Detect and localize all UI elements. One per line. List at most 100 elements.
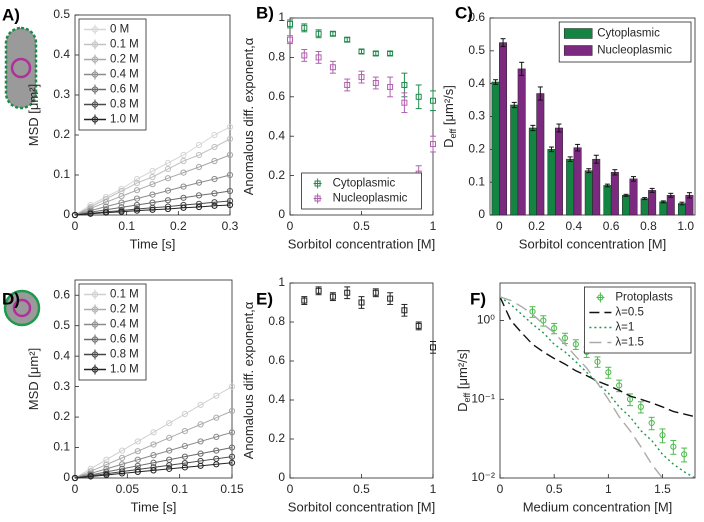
legend-label: 0.8 M bbox=[110, 349, 139, 361]
marker bbox=[415, 322, 422, 329]
marker bbox=[119, 454, 126, 461]
marker bbox=[228, 429, 236, 436]
error-bar bbox=[604, 183, 610, 188]
marker bbox=[195, 163, 203, 171]
marker bbox=[133, 179, 141, 187]
bar bbox=[517, 68, 526, 216]
error-bar bbox=[529, 306, 536, 318]
marker bbox=[150, 459, 157, 466]
panel-label: F) bbox=[470, 289, 486, 308]
chart-panel: F) 10⁻² 10⁻¹ 10⁰ 0 0.5 1 1.5 Medium concentratio… bbox=[455, 282, 696, 514]
marker bbox=[195, 179, 203, 186]
marker bbox=[91, 366, 99, 373]
marker bbox=[134, 462, 141, 469]
y-tick-label: 10⁻² bbox=[471, 470, 495, 484]
bar bbox=[528, 127, 537, 216]
marker bbox=[387, 295, 394, 302]
marker bbox=[180, 157, 187, 165]
marker bbox=[315, 54, 322, 61]
x-tick-label: 0.5 bbox=[353, 219, 370, 233]
legend-label: Nucleoplasmic bbox=[597, 45, 672, 57]
marker bbox=[181, 459, 188, 467]
marker bbox=[102, 199, 110, 206]
marker bbox=[164, 165, 172, 173]
marker bbox=[91, 101, 99, 108]
error-bar bbox=[549, 146, 554, 153]
y-axis-label: Anomalous diff. exponent,α bbox=[241, 37, 256, 195]
marker bbox=[211, 199, 218, 206]
marker bbox=[149, 173, 156, 181]
legend-label: λ=1 bbox=[615, 322, 634, 334]
marker bbox=[315, 287, 322, 294]
marker bbox=[226, 151, 234, 159]
nucleus bbox=[12, 298, 32, 318]
marker bbox=[681, 451, 688, 458]
legend-label: 0.6 M bbox=[110, 84, 139, 96]
y-tick-label: 0 bbox=[278, 470, 285, 484]
marker bbox=[387, 50, 394, 57]
marker bbox=[164, 175, 172, 182]
marker bbox=[228, 444, 236, 451]
legend-label: Cytoplasmic bbox=[333, 178, 396, 190]
legend-swatch bbox=[563, 45, 593, 56]
marker bbox=[226, 135, 234, 143]
marker bbox=[415, 93, 422, 100]
error-bar bbox=[329, 60, 336, 74]
marker bbox=[102, 209, 110, 216]
error-bar bbox=[344, 286, 351, 300]
y-axis-label-main: MSD [μm²] bbox=[26, 348, 41, 410]
series-line bbox=[74, 447, 233, 479]
marker bbox=[149, 204, 156, 211]
x-tick-label: 1 bbox=[430, 219, 437, 233]
legend-label: 0.1 M bbox=[110, 289, 139, 301]
y-tick-label: 0.5 bbox=[53, 7, 70, 21]
marker bbox=[149, 181, 156, 188]
marker bbox=[211, 143, 218, 151]
x-tick-label: 0 bbox=[496, 219, 503, 233]
y-tick-label: 10⁻¹ bbox=[471, 391, 495, 405]
marker bbox=[301, 52, 308, 59]
marker bbox=[180, 194, 187, 201]
y-axis-label: Anomalous diff. exponent,α bbox=[241, 301, 256, 459]
marker bbox=[401, 81, 408, 88]
marker bbox=[344, 289, 351, 296]
x-tick-label: 0 bbox=[72, 219, 79, 233]
nucleus bbox=[10, 57, 32, 79]
marker bbox=[211, 175, 218, 183]
y-tick-label: 0.2 bbox=[468, 142, 485, 156]
marker bbox=[213, 414, 220, 421]
marker bbox=[103, 461, 110, 468]
y-tick-label: 0.6 bbox=[468, 10, 485, 24]
error-bar bbox=[511, 101, 517, 109]
cell-icon-protoplast bbox=[3, 289, 41, 327]
series-line bbox=[74, 138, 231, 216]
y-axis-label-main: Anomalous diff. exponent,α bbox=[241, 301, 256, 459]
marker bbox=[329, 64, 336, 71]
error-bar bbox=[415, 84, 422, 110]
error-bar bbox=[556, 123, 562, 133]
bar bbox=[566, 158, 575, 216]
legend-label: 0.6 M bbox=[110, 334, 139, 346]
marker bbox=[180, 151, 187, 159]
error-bar bbox=[586, 168, 592, 174]
error-bar bbox=[430, 135, 436, 153]
x-tick-label: 0.15 bbox=[220, 482, 244, 496]
marker bbox=[102, 195, 110, 203]
series-line bbox=[74, 174, 231, 216]
y-axis-label-sub: eff bbox=[448, 128, 458, 138]
marker bbox=[226, 187, 234, 195]
error-bar bbox=[519, 61, 525, 76]
error-bar bbox=[679, 201, 685, 206]
legend-label: 0 M bbox=[110, 24, 129, 36]
y-axis-label-unit: [μm²/s] bbox=[455, 349, 470, 393]
panel-label: E) bbox=[256, 289, 273, 308]
marker bbox=[358, 48, 365, 55]
marker bbox=[150, 452, 157, 459]
chart-panel: D) 0 0.1 0.2 0.3 0.4 0.5 0.6 0 0.05 0.1 0.15 Time [s… bbox=[2, 279, 244, 514]
x-tick-label: 1.0 bbox=[677, 219, 694, 233]
y-axis-label-main: MSD [μm²] bbox=[26, 84, 41, 146]
chart-panel: B) 0 0.2 0.4 0.6 0.8 1 0 0.5 1 Sorbitol concentrat… bbox=[241, 3, 436, 251]
error-bar bbox=[637, 401, 644, 414]
marker bbox=[372, 50, 379, 57]
marker bbox=[164, 197, 172, 204]
